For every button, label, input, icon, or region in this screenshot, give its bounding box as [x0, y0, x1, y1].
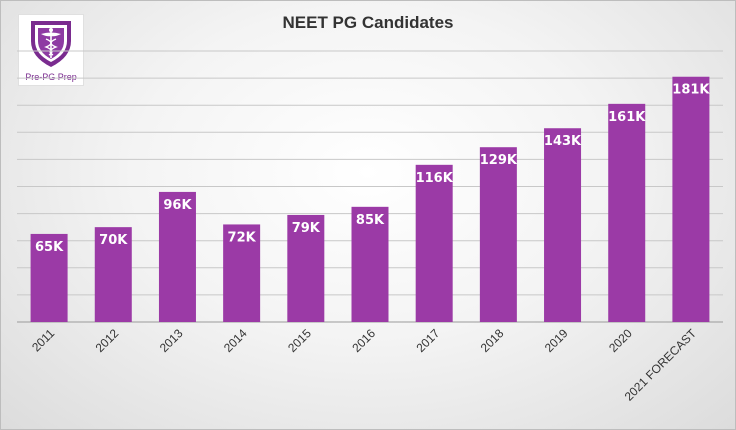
x-tick-label: 2018: [478, 326, 507, 355]
data-label: 96K: [163, 198, 192, 213]
x-tick-label: 2019: [542, 326, 571, 355]
data-label: 161K: [608, 110, 646, 125]
bar-2016: [351, 206, 389, 322]
x-tick-label: 2012: [93, 326, 122, 355]
x-tick-label: 2020: [606, 326, 635, 355]
data-label: 85K: [356, 213, 385, 228]
bar-2011: [30, 233, 68, 322]
bar-2017: [415, 164, 453, 322]
x-tick-label: 2015: [285, 326, 314, 355]
bar-2019: [544, 128, 582, 322]
bar-2020: [608, 103, 646, 322]
data-label: 65K: [35, 240, 64, 255]
data-label: 72K: [228, 230, 257, 245]
bar-2012: [94, 227, 132, 322]
data-label: 116K: [416, 171, 454, 186]
data-label: 79K: [292, 221, 321, 236]
bar-2021-forecast: [672, 76, 710, 323]
data-label: 129K: [480, 153, 518, 168]
logo-text: Pre-PG Prep: [25, 72, 77, 82]
chart-title: NEET PG Candidates: [282, 13, 454, 32]
x-tick-label: 2011: [29, 326, 57, 354]
data-label: 143K: [544, 134, 582, 149]
x-tick-label: 2016: [349, 326, 378, 355]
x-tick-label: 2013: [157, 326, 186, 355]
bar-2018: [479, 147, 517, 322]
x-tick-label: 2017: [414, 326, 443, 355]
bar-2013: [158, 191, 196, 322]
x-tick-label: 2014: [221, 326, 250, 355]
bar-2015: [287, 214, 325, 322]
logo: Pre-PG Prep: [18, 14, 84, 86]
bar-2014: [223, 224, 261, 322]
data-label: 181K: [672, 83, 710, 98]
data-label: 70K: [99, 233, 128, 248]
shield-caduceus-icon: [31, 21, 71, 67]
